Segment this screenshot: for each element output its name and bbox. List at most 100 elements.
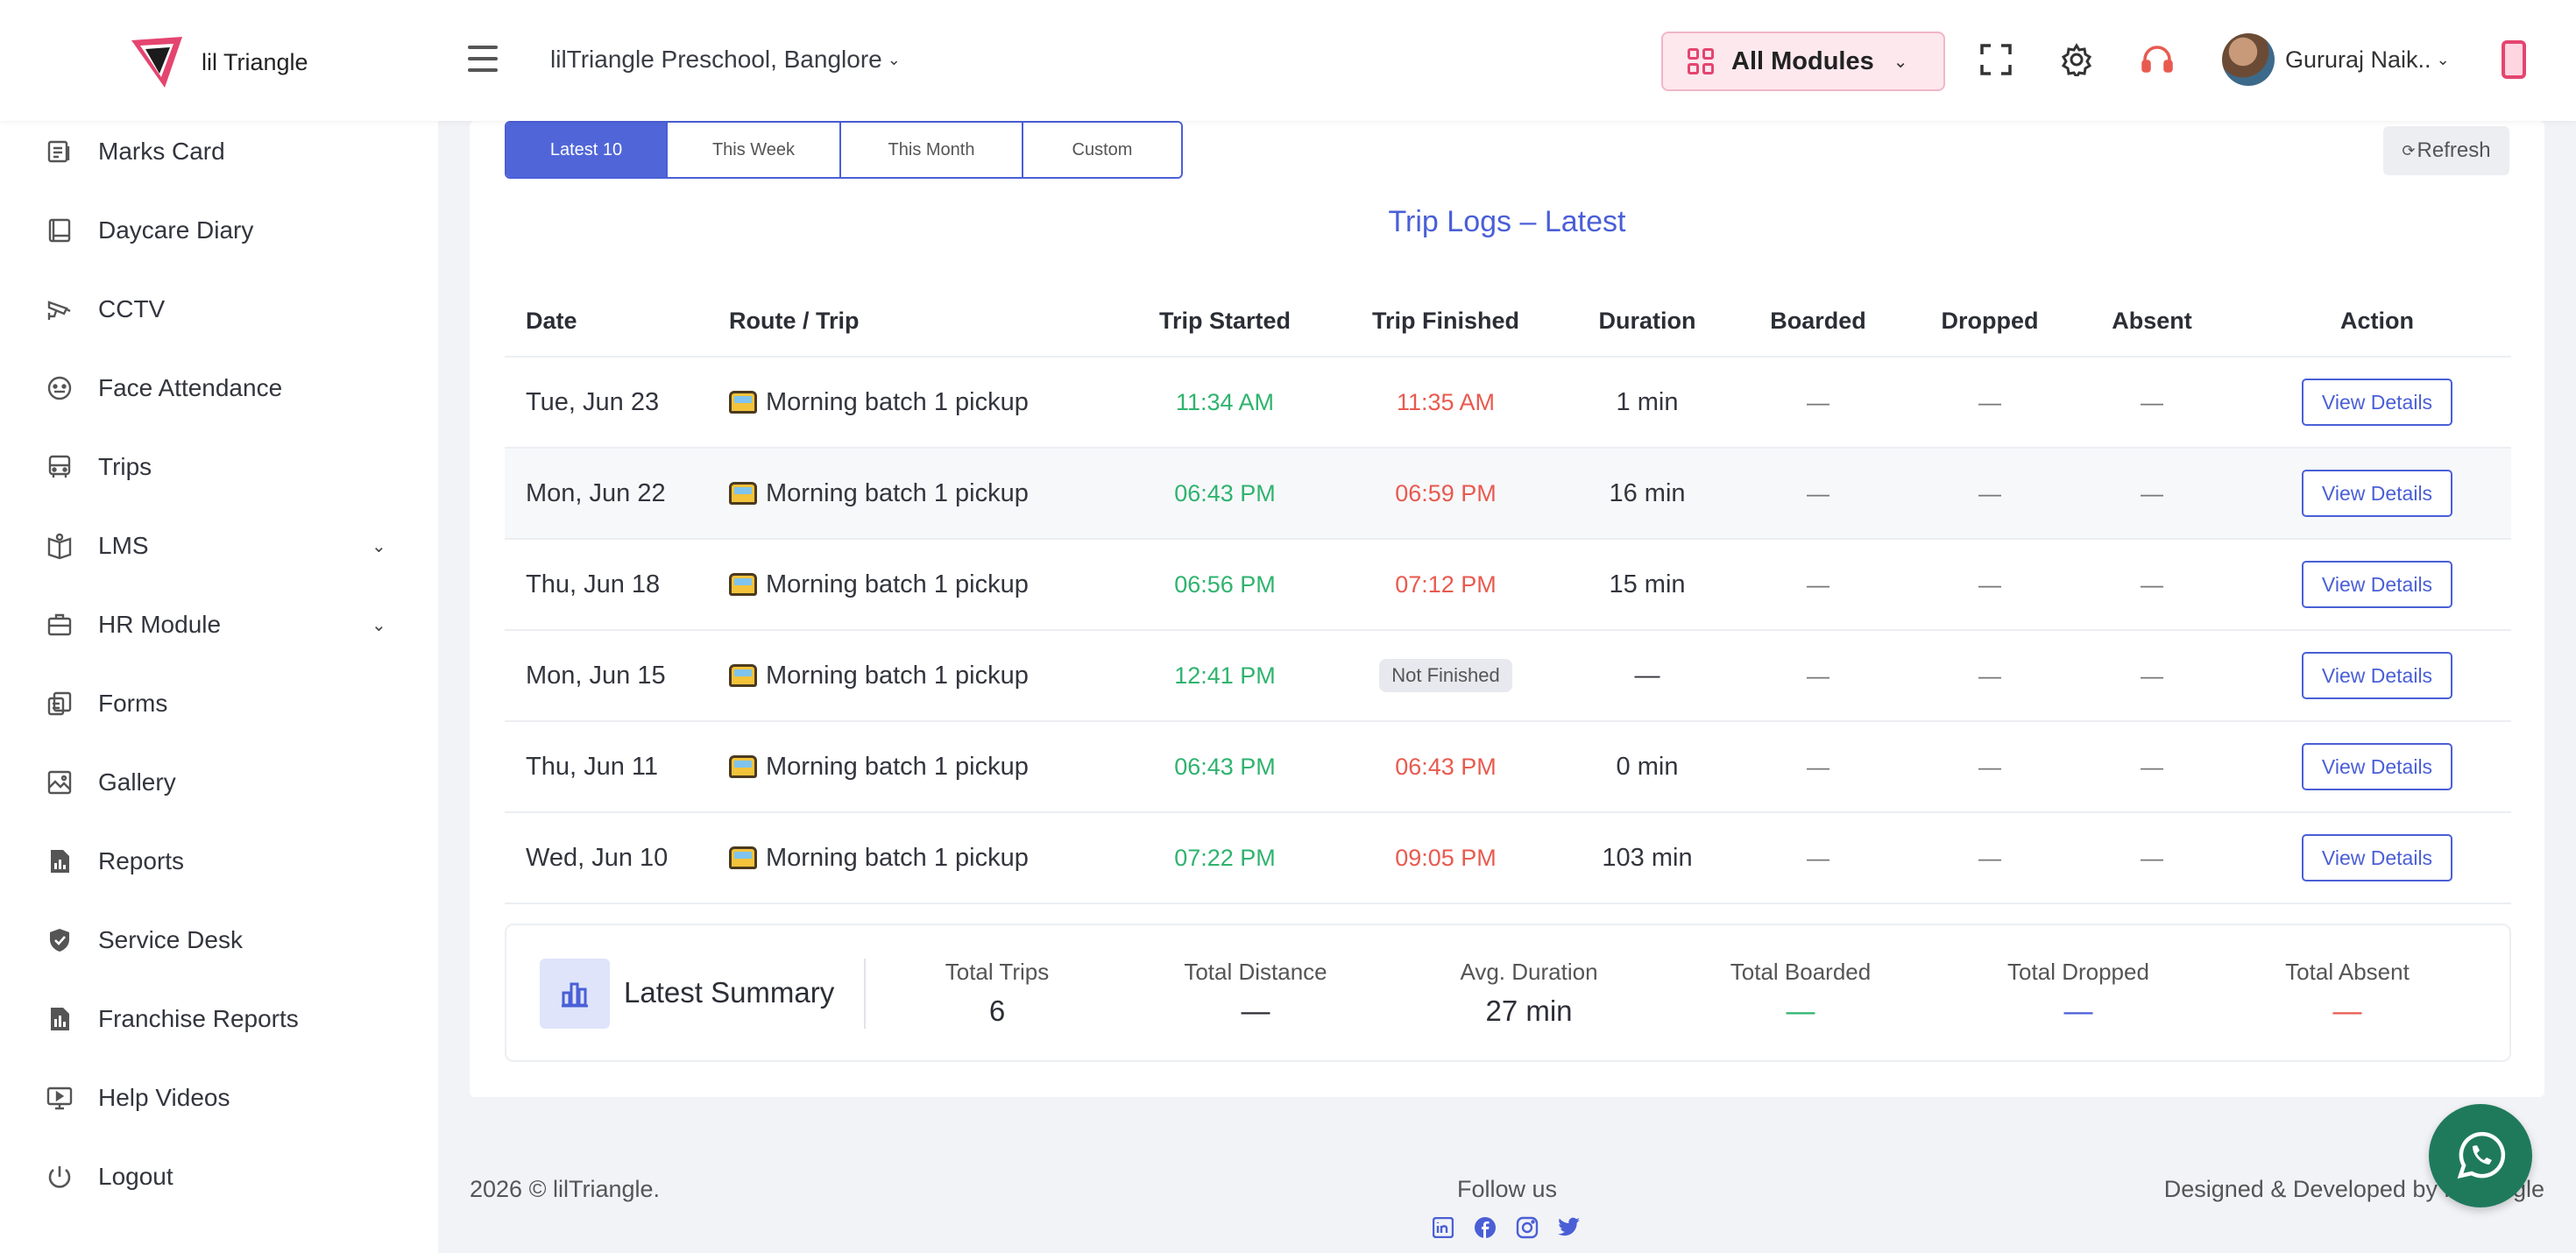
fullscreen-icon[interactable]	[1975, 39, 2017, 81]
facebook-icon[interactable]	[1474, 1216, 1497, 1239]
table-row: Wed, Jun 10 Morning batch 1 pickup 07:22…	[505, 813, 2511, 904]
cell-dropped: —	[1978, 662, 2001, 689]
sidebar-item-daycare-diary[interactable]: Daycare Diary	[0, 191, 438, 270]
sidebar-item-marks-card[interactable]: Marks Card	[0, 112, 438, 191]
cell-route: Morning batch 1 pickup	[729, 753, 1141, 782]
user-menu[interactable]: Gururaj Naik.. ⌄	[2222, 33, 2450, 86]
linkedin-icon[interactable]	[1432, 1216, 1454, 1239]
cell-absent: —	[2141, 753, 2163, 780]
book-icon	[44, 215, 75, 246]
route-name: Morning batch 1 pickup	[766, 570, 1029, 598]
sidebar-item-lms[interactable]: LMS ⌄	[0, 506, 438, 585]
cell-dropped: —	[1978, 388, 2001, 415]
stat-label: Total Boarded	[1730, 959, 1872, 985]
cell-action: View Details	[2248, 470, 2506, 517]
cell-finished: 07:12 PM	[1395, 570, 1497, 598]
stat-value: 27 min	[1485, 995, 1573, 1027]
table-header-row: Date Route / Trip Trip Started Trip Fini…	[505, 286, 2511, 357]
view-details-button[interactable]: View Details	[2302, 561, 2452, 608]
sidebar-item-logout[interactable]: Logout	[0, 1137, 438, 1216]
stat-label: Total Absent	[2285, 959, 2410, 985]
instagram-icon[interactable]	[1516, 1216, 1539, 1239]
col-boarded: Boarded	[1770, 307, 1866, 334]
sidebar-item-franchise-reports[interactable]: Franchise Reports	[0, 980, 438, 1058]
stat-label: Total Dropped	[2007, 959, 2149, 985]
mobile-phone-icon[interactable]	[2502, 40, 2526, 79]
school-selector[interactable]: lilTriangle Preschool, Banglore ⌄	[550, 46, 901, 74]
sidebar-item-forms[interactable]: Forms	[0, 664, 438, 743]
tab-this-week[interactable]: This Week	[668, 123, 841, 177]
whatsapp-icon[interactable]	[2429, 1104, 2532, 1207]
tab-latest-10[interactable]: Latest 10	[506, 123, 668, 177]
summary-title: Latest Summary	[624, 976, 835, 1009]
cell-started: 06:43 PM	[1174, 479, 1276, 506]
chart-file-icon	[44, 1003, 75, 1035]
cell-duration: 16 min	[1609, 478, 1686, 507]
sidebar-item-service-desk[interactable]: Service Desk	[0, 901, 438, 980]
cell-dropped: —	[1978, 753, 2001, 780]
col-action: Action	[2340, 307, 2414, 334]
twitter-icon[interactable]	[1558, 1216, 1581, 1239]
cell-boarded: —	[1807, 662, 1829, 689]
sidebar-item-label: Help Videos	[98, 1084, 230, 1111]
trip-logs-card: Latest 10 This Week This Month Custom ⟳ …	[470, 121, 2544, 1097]
refresh-button[interactable]: ⟳ Refresh	[2383, 126, 2509, 175]
trip-logs-table: Date Route / Trip Trip Started Trip Fini…	[505, 286, 2511, 904]
gear-icon[interactable]	[2056, 39, 2098, 81]
sidebar-item-face-attendance[interactable]: Face Attendance	[0, 349, 438, 428]
cell-route: Morning batch 1 pickup	[729, 662, 1141, 690]
chevron-down-icon: ⌄	[887, 50, 901, 68]
cell-absent: —	[2141, 570, 2163, 598]
col-duration: Duration	[1598, 307, 1696, 334]
bus-icon	[729, 755, 757, 778]
cell-route: Morning batch 1 pickup	[729, 844, 1141, 873]
tab-this-month[interactable]: This Month	[841, 123, 1023, 177]
cell-action: View Details	[2248, 834, 2506, 881]
cell-boarded: —	[1807, 479, 1829, 506]
cell-absent: —	[2141, 479, 2163, 506]
cell-absent: —	[2141, 662, 2163, 689]
sidebar-item-trips[interactable]: Trips	[0, 428, 438, 506]
cell-finished: 11:35 AM	[1396, 388, 1496, 415]
cell-action: View Details	[2248, 743, 2506, 790]
cell-finished: 06:59 PM	[1395, 479, 1497, 506]
stat-total-distance: Total Distance —	[1124, 959, 1387, 1028]
cell-date: Mon, Jun 15	[526, 661, 666, 690]
sidebar-item-label: CCTV	[98, 295, 166, 322]
menu-toggle-icon[interactable]	[468, 46, 498, 72]
view-details-button[interactable]: View Details	[2302, 379, 2452, 426]
sidebar-item-cctv[interactable]: CCTV	[0, 270, 438, 349]
sidebar-item-label: Daycare Diary	[98, 216, 254, 244]
cell-dropped: —	[1978, 844, 2001, 871]
avatar	[2222, 33, 2275, 86]
view-details-button[interactable]: View Details	[2302, 470, 2452, 517]
all-modules-button[interactable]: All Modules ⌄	[1661, 32, 1945, 91]
sidebar-item-label: Logout	[98, 1163, 173, 1190]
refresh-icon: ⟳	[2402, 141, 2416, 159]
brand-logo[interactable]: lil Triangle	[130, 35, 308, 89]
stat-value: 6	[988, 995, 1006, 1027]
not-finished-badge: Not Finished	[1379, 659, 1512, 692]
sidebar-item-help-videos[interactable]: Help Videos	[0, 1058, 438, 1137]
route-name: Morning batch 1 pickup	[766, 752, 1029, 781]
headset-icon[interactable]	[2136, 39, 2178, 81]
copyright-text: 2026 © lilTriangle.	[470, 1176, 661, 1202]
sidebar-item-gallery[interactable]: Gallery	[0, 743, 438, 822]
sidebar-item-label: Trips	[98, 453, 152, 480]
table-row: Mon, Jun 22 Morning batch 1 pickup 06:43…	[505, 449, 2511, 540]
sidebar-item-hr-module[interactable]: HR Module ⌄	[0, 585, 438, 664]
view-details-button[interactable]: View Details	[2302, 652, 2452, 699]
col-date: Date	[526, 307, 577, 334]
tab-custom[interactable]: Custom	[1023, 123, 1181, 177]
top-header: lil Triangle lilTriangle Preschool, Bang…	[0, 0, 2576, 121]
period-filter: Latest 10 This Week This Month Custom	[505, 121, 1183, 179]
report-icon	[44, 846, 75, 877]
stat-value: —	[1786, 995, 1815, 1027]
view-details-button[interactable]: View Details	[2302, 834, 2452, 881]
view-details-button[interactable]: View Details	[2302, 743, 2452, 790]
sidebar-item-reports[interactable]: Reports	[0, 822, 438, 901]
cell-action: View Details	[2248, 652, 2506, 699]
cell-dropped: —	[1978, 570, 2001, 598]
cell-route: Morning batch 1 pickup	[729, 479, 1141, 508]
